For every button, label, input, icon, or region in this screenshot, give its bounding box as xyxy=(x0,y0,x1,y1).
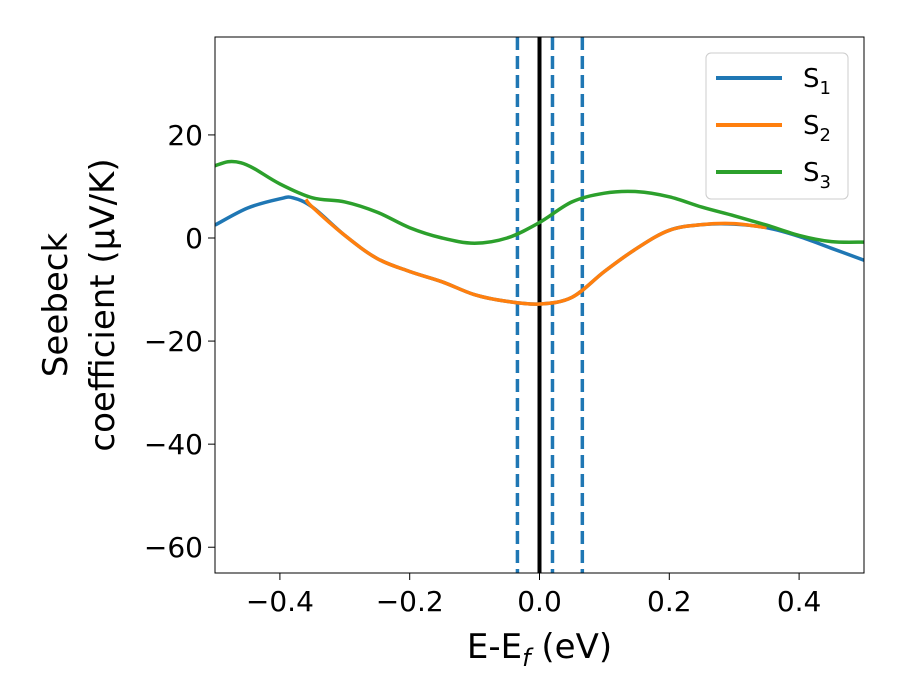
y-axis-label-line2: coefficient (μV/K) xyxy=(83,158,123,451)
y-tick-label: −40 xyxy=(144,428,203,461)
x-axis-label: E-Ef (eV) xyxy=(467,627,612,672)
legend-label-s1: S1 xyxy=(803,64,831,99)
series-line-s3 xyxy=(215,159,864,245)
x-tick-label: 0.0 xyxy=(517,585,562,618)
x-tick-label: −0.2 xyxy=(376,585,444,618)
series-line-s2 xyxy=(304,198,767,306)
axis-labels: E-Ef (eV) Seebeck coefficient (μV/K) xyxy=(36,158,612,672)
legend-label-s3: S3 xyxy=(803,158,831,193)
legend: S1 S2 S3 xyxy=(705,52,849,200)
series-lines xyxy=(215,159,864,306)
y-tick-label: 0 xyxy=(185,222,203,255)
axis-ticks: −0.4 −0.2 0.0 0.2 0.4 −60 −40 −20 0 20 xyxy=(144,119,821,618)
y-tick-label: 20 xyxy=(167,119,203,152)
y-axis-label-line1: Seebeck xyxy=(36,233,76,378)
x-tick-label: 0.2 xyxy=(647,585,692,618)
x-tick-label: 0.4 xyxy=(777,585,822,618)
y-tick-label: −60 xyxy=(144,531,203,564)
y-axis-label: Seebeck coefficient (μV/K) xyxy=(36,158,123,451)
y-tick-label: −20 xyxy=(144,325,203,358)
x-tick-label: −0.4 xyxy=(246,585,314,618)
legend-label-s2: S2 xyxy=(803,111,831,146)
